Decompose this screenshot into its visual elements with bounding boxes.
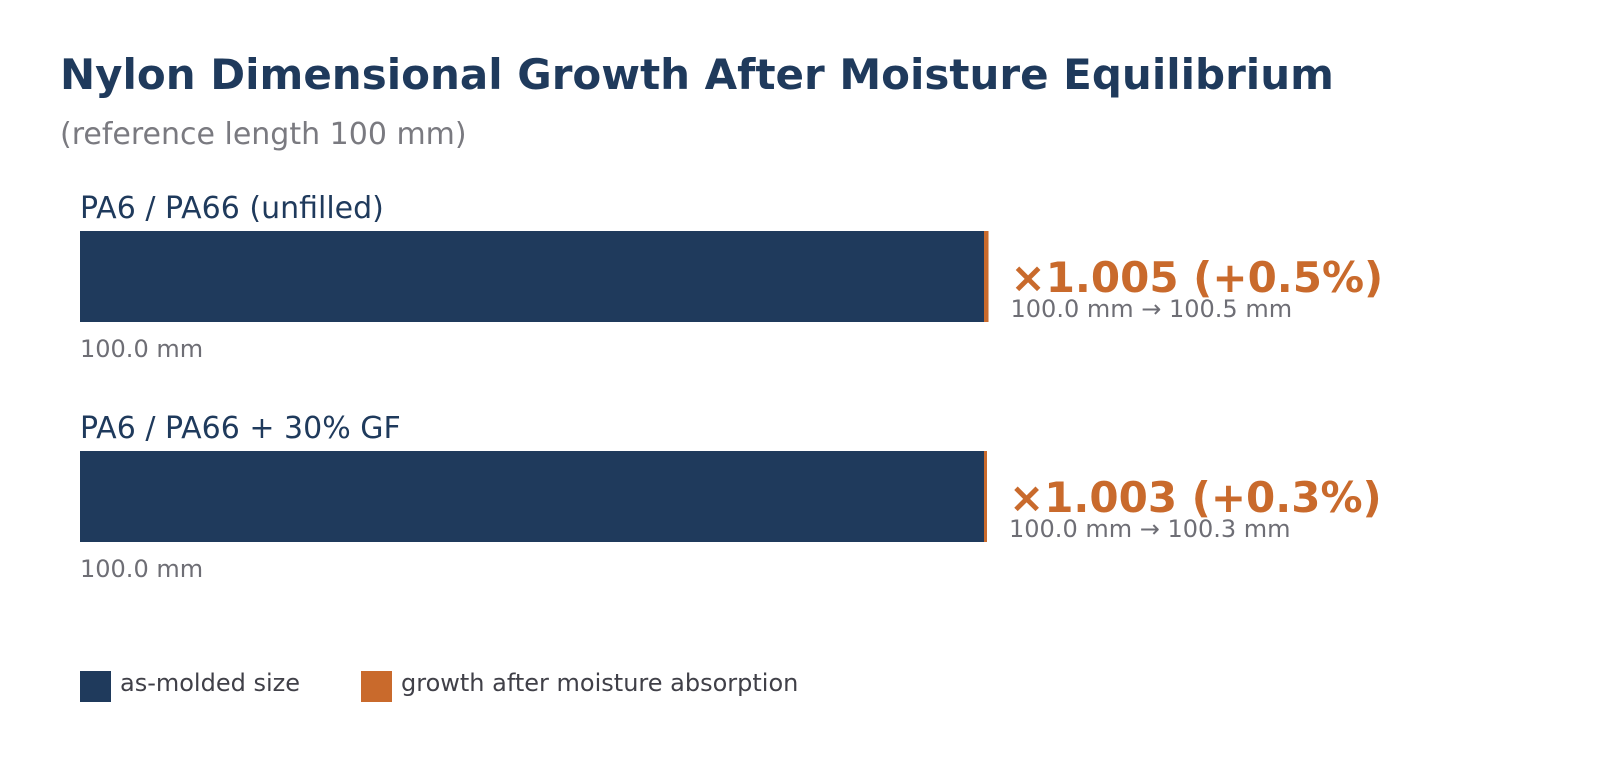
base-length-label: 100.0 mm xyxy=(80,555,203,583)
bar-as-molded xyxy=(80,451,984,542)
category-label: PA6 / PA66 + 30% GF xyxy=(80,411,401,446)
chart-title: Nylon Dimensional Growth After Moisture … xyxy=(60,50,1334,99)
legend-swatch-growth xyxy=(361,671,392,702)
chart-subtitle: (reference length 100 mm) xyxy=(60,117,467,152)
category-label: PA6 / PA66 (unfilled) xyxy=(80,191,384,226)
bar-as-molded xyxy=(80,231,984,322)
bar-growth xyxy=(984,231,989,322)
length-change-label: 100.0 mm → 100.5 mm xyxy=(1011,295,1293,323)
growth-factor-label: ×1.005 (+0.5%) xyxy=(1011,253,1384,302)
legend-label-growth: growth after moisture absorption xyxy=(401,669,799,697)
length-change-label: 100.0 mm → 100.3 mm xyxy=(1009,515,1291,543)
legend-swatch-as-molded xyxy=(80,671,111,702)
base-length-label: 100.0 mm xyxy=(80,335,203,363)
growth-factor-label: ×1.003 (+0.3%) xyxy=(1009,473,1382,522)
bar-growth xyxy=(984,451,987,542)
legend-label-as-molded: as-molded size xyxy=(120,669,300,697)
